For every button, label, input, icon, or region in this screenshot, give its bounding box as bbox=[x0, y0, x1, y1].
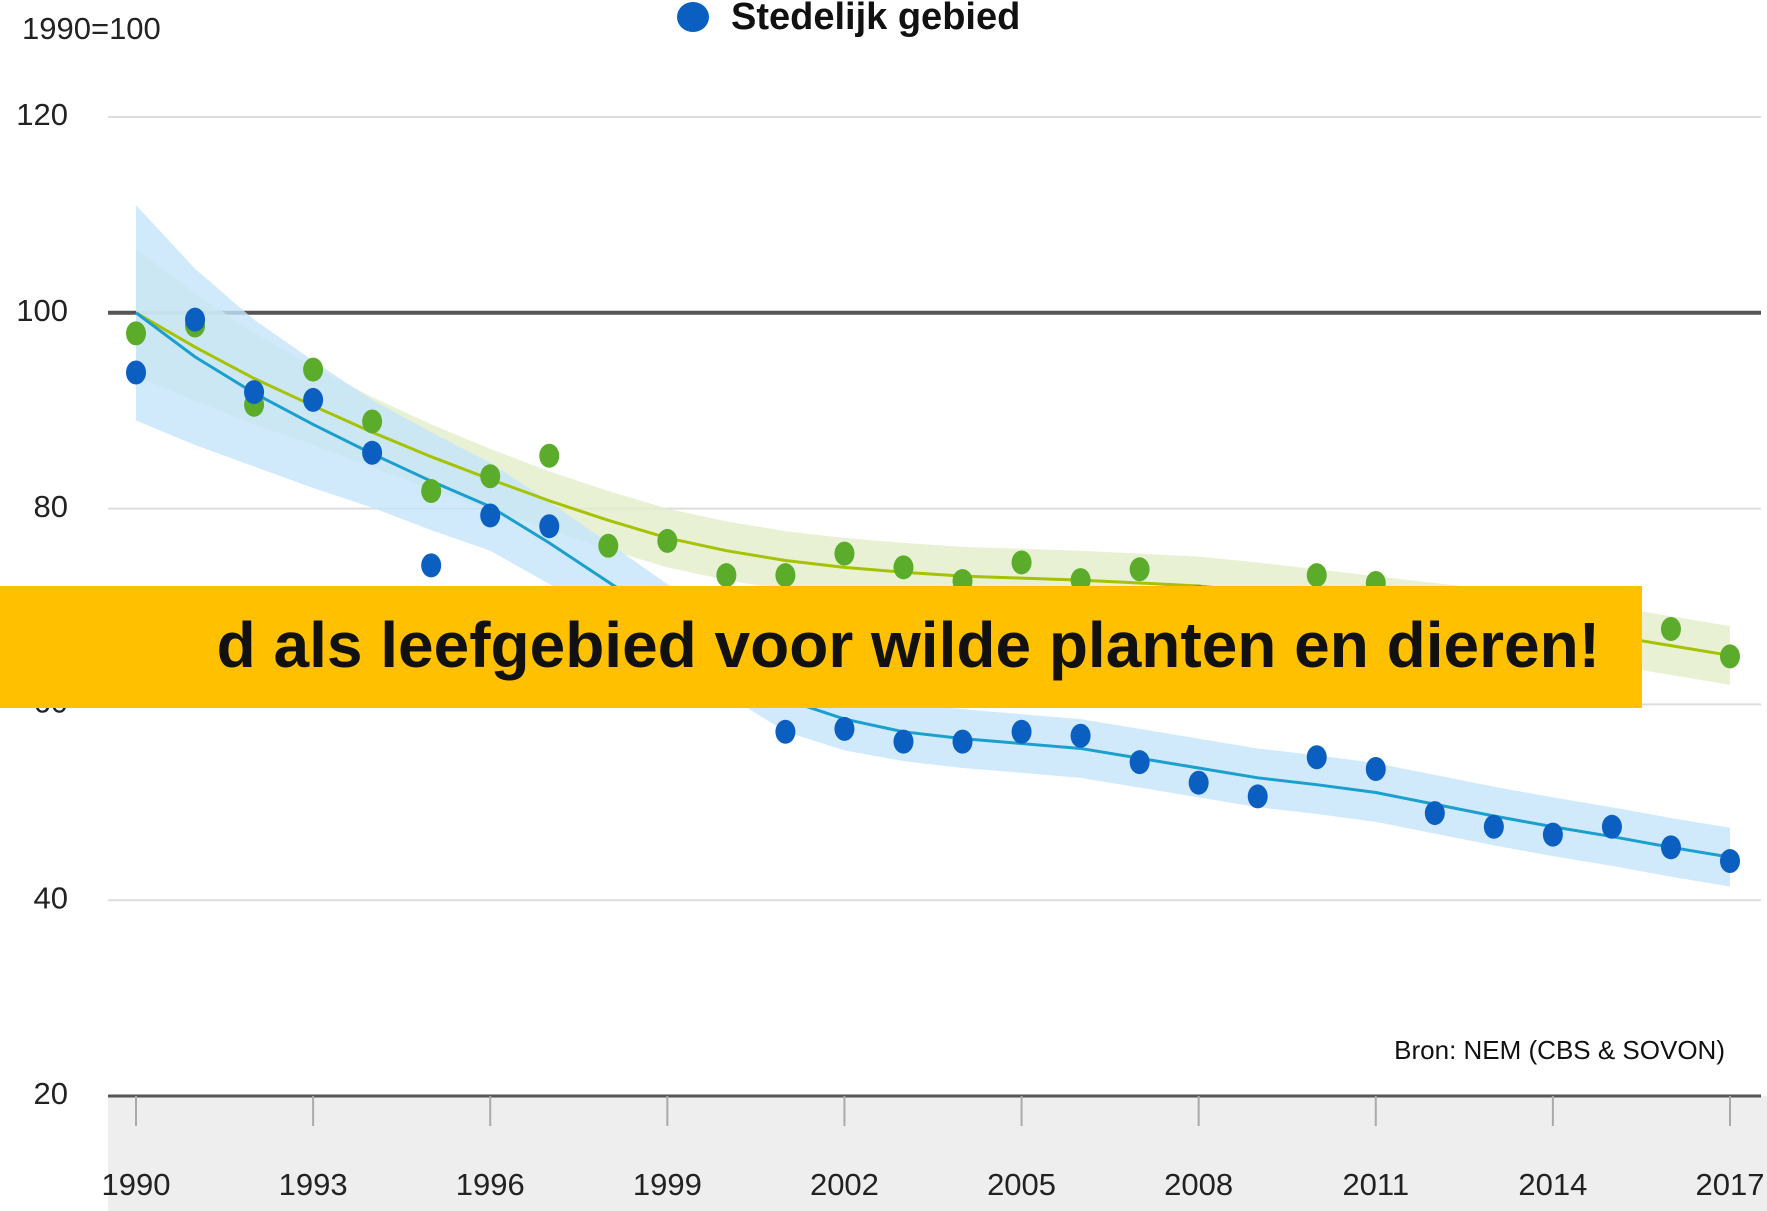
data-point bbox=[834, 716, 855, 741]
data-point bbox=[1306, 563, 1327, 588]
data-point bbox=[1070, 723, 1091, 748]
y-tick-label: 80 bbox=[34, 489, 68, 524]
data-point bbox=[362, 409, 383, 434]
data-point bbox=[362, 440, 383, 465]
confidence-band bbox=[136, 249, 1730, 685]
x-tick-label: 1996 bbox=[456, 1167, 525, 1202]
data-point bbox=[1660, 835, 1681, 860]
data-point bbox=[834, 541, 855, 566]
data-point bbox=[185, 307, 206, 332]
data-point bbox=[126, 321, 146, 346]
x-tick-label: 2014 bbox=[1518, 1167, 1587, 1202]
data-point bbox=[1365, 757, 1386, 782]
data-point bbox=[1601, 814, 1622, 839]
data-point bbox=[1483, 814, 1504, 839]
annotation-banner bbox=[0, 586, 1642, 708]
y-tick-label: 20 bbox=[34, 1076, 68, 1111]
x-tick-label: 1993 bbox=[279, 1167, 348, 1202]
x-tick-label: 1999 bbox=[633, 1167, 702, 1202]
data-point bbox=[1424, 801, 1445, 826]
data-point bbox=[126, 360, 146, 385]
x-tick-label: 2002 bbox=[810, 1167, 879, 1202]
data-point bbox=[1306, 745, 1327, 770]
data-point bbox=[1129, 750, 1150, 775]
data-point bbox=[657, 528, 678, 553]
annotation: d als leefgebied voor wilde planten en d… bbox=[217, 609, 1600, 681]
data-point bbox=[1129, 557, 1150, 582]
data-point bbox=[893, 555, 914, 580]
data-point bbox=[539, 443, 560, 468]
data-point bbox=[421, 553, 442, 578]
y-tick-label: 100 bbox=[16, 293, 68, 328]
legend-swatch bbox=[677, 2, 709, 32]
x-tick-label: 2008 bbox=[1164, 1167, 1233, 1202]
data-point bbox=[1660, 617, 1681, 642]
data-point bbox=[303, 357, 324, 382]
x-tick-label: 2005 bbox=[987, 1167, 1056, 1202]
data-point bbox=[1247, 784, 1268, 809]
data-point bbox=[480, 464, 501, 489]
legend-label: Stedelijk gebied bbox=[731, 0, 1020, 38]
data-point bbox=[598, 533, 619, 558]
y-tick-label: 120 bbox=[16, 97, 68, 132]
data-point bbox=[421, 478, 442, 503]
source-note: Bron: NEM (CBS & SOVON) bbox=[1394, 1035, 1725, 1065]
data-point bbox=[893, 729, 914, 754]
data-point bbox=[1011, 719, 1032, 744]
data-point bbox=[480, 503, 501, 528]
data-point bbox=[775, 563, 796, 588]
data-point bbox=[1720, 644, 1740, 669]
x-tick-label: 1990 bbox=[102, 1167, 171, 1202]
data-point bbox=[303, 387, 324, 412]
data-point bbox=[1188, 770, 1209, 795]
y-axis-label: 1990=100 bbox=[22, 11, 161, 46]
data-point bbox=[716, 563, 737, 588]
data-point bbox=[539, 514, 560, 539]
data-point bbox=[1011, 550, 1032, 575]
x-tick-label: 2017 bbox=[1696, 1167, 1765, 1202]
confidence-band bbox=[136, 205, 1730, 887]
data-point bbox=[244, 380, 265, 405]
y-tick-label: 40 bbox=[34, 880, 68, 915]
data-point bbox=[775, 719, 796, 744]
data-point bbox=[952, 729, 973, 754]
x-tick-label: 2011 bbox=[1342, 1167, 1409, 1202]
data-point bbox=[1720, 849, 1740, 874]
trend-line bbox=[135, 311, 1731, 859]
data-point bbox=[1542, 822, 1563, 847]
x-axis-band bbox=[108, 1096, 1767, 1211]
